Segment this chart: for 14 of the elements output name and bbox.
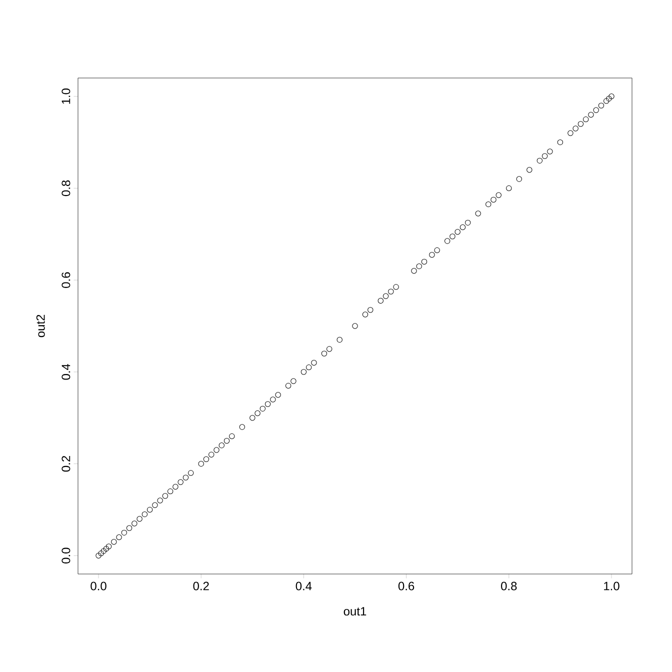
x-tick-label: 0.8: [501, 582, 517, 590]
y-tick-label: 0.4: [62, 364, 70, 380]
y-tick-label: 0.8: [62, 180, 70, 196]
y-tick-label: 1.0: [62, 88, 70, 104]
x-tick-label: 0.0: [90, 582, 106, 590]
y-tick-label: 0.0: [62, 548, 70, 564]
y-tick-label: 0.6: [62, 272, 70, 288]
x-tick-label: 0.6: [398, 582, 414, 590]
y-tick-label: 0.2: [62, 456, 70, 472]
y-axis-title: out2: [36, 314, 45, 338]
x-axis-title: out1: [344, 607, 366, 616]
x-tick-label: 1.0: [604, 582, 620, 590]
x-tick-label: 0.4: [296, 582, 312, 590]
x-tick-label: 0.2: [193, 582, 209, 590]
